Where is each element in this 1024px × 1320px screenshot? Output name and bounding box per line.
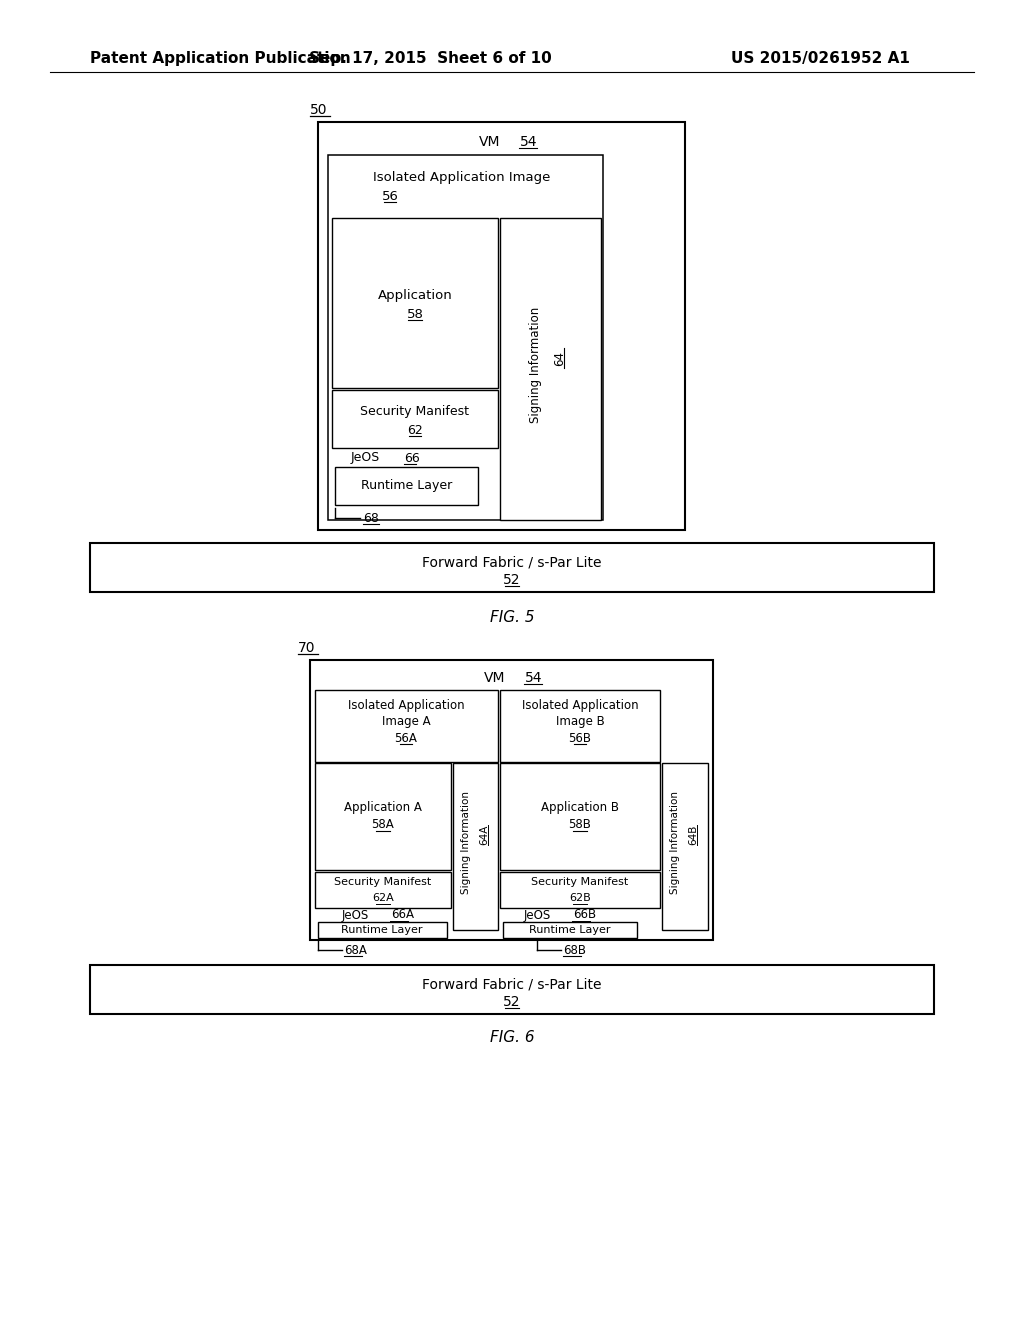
Text: Sep. 17, 2015  Sheet 6 of 10: Sep. 17, 2015 Sheet 6 of 10	[308, 50, 551, 66]
Text: Image A: Image A	[382, 714, 430, 727]
Text: JeOS: JeOS	[523, 908, 551, 921]
Text: 54: 54	[520, 135, 538, 149]
Text: Application A: Application A	[344, 801, 422, 814]
Text: Forward Fabric / s-Par Lite: Forward Fabric / s-Par Lite	[422, 977, 602, 991]
Text: Signing Information: Signing Information	[461, 792, 471, 895]
Bar	[662, 763, 708, 931]
Bar	[500, 763, 660, 870]
Text: Image B: Image B	[556, 714, 604, 727]
Text: Patent Application Publication: Patent Application Publication	[90, 50, 351, 66]
Bar	[328, 154, 603, 520]
Text: 50: 50	[310, 103, 328, 117]
Text: 52: 52	[503, 995, 521, 1008]
Bar	[315, 763, 451, 870]
Text: 68B: 68B	[563, 944, 586, 957]
Text: Forward Fabric / s-Par Lite: Forward Fabric / s-Par Lite	[422, 554, 602, 569]
Text: FIG. 5: FIG. 5	[489, 610, 535, 624]
Bar	[503, 921, 637, 939]
Text: 54: 54	[525, 671, 543, 685]
Text: Runtime Layer: Runtime Layer	[361, 479, 453, 492]
Bar	[500, 873, 660, 908]
Bar	[500, 690, 660, 762]
Text: Runtime Layer: Runtime Layer	[529, 925, 610, 935]
Text: Isolated Application: Isolated Application	[521, 700, 638, 713]
Text: 56B: 56B	[568, 731, 592, 744]
Bar	[318, 121, 685, 531]
Text: Isolated Application Image: Isolated Application Image	[374, 172, 551, 185]
Text: 56: 56	[382, 190, 398, 202]
Text: Application: Application	[378, 289, 453, 301]
Text: 64A: 64A	[479, 825, 489, 845]
Text: Security Manifest: Security Manifest	[531, 876, 629, 887]
Bar	[315, 690, 498, 762]
Text: 68: 68	[362, 511, 379, 524]
Text: 52: 52	[503, 573, 521, 587]
Text: 70: 70	[298, 642, 315, 655]
Text: Application B: Application B	[541, 801, 618, 814]
Text: Isolated Application: Isolated Application	[348, 700, 464, 713]
Text: 68A: 68A	[344, 944, 367, 957]
Text: 62A: 62A	[372, 894, 394, 903]
Bar	[315, 873, 451, 908]
Text: 62: 62	[408, 424, 423, 437]
Text: 66A: 66A	[391, 908, 414, 921]
Text: 62B: 62B	[569, 894, 591, 903]
Text: JeOS: JeOS	[341, 908, 369, 921]
Bar	[332, 218, 498, 388]
Text: FIG. 6: FIG. 6	[489, 1031, 535, 1045]
Text: 66: 66	[404, 451, 420, 465]
Bar	[453, 763, 498, 931]
Bar	[90, 965, 934, 1014]
Text: Security Manifest: Security Manifest	[335, 876, 432, 887]
Text: 66B: 66B	[573, 908, 596, 921]
Bar	[500, 218, 601, 520]
Text: Signing Information: Signing Information	[528, 306, 542, 424]
Text: 58B: 58B	[568, 818, 592, 832]
Bar	[318, 921, 447, 939]
Text: JeOS: JeOS	[350, 451, 380, 465]
Text: VM: VM	[479, 135, 501, 149]
Bar	[90, 543, 934, 591]
Text: Signing Information: Signing Information	[670, 792, 680, 895]
Text: VM: VM	[484, 671, 506, 685]
Text: 64B: 64B	[688, 825, 698, 845]
Bar	[310, 660, 713, 940]
Text: 64: 64	[554, 351, 566, 366]
Text: Runtime Layer: Runtime Layer	[341, 925, 423, 935]
Text: US 2015/0261952 A1: US 2015/0261952 A1	[730, 50, 909, 66]
Text: 58: 58	[407, 308, 424, 321]
Bar	[335, 467, 478, 506]
Text: Security Manifest: Security Manifest	[360, 404, 469, 417]
Text: 56A: 56A	[394, 731, 418, 744]
Text: 58A: 58A	[372, 818, 394, 832]
Bar	[332, 389, 498, 447]
